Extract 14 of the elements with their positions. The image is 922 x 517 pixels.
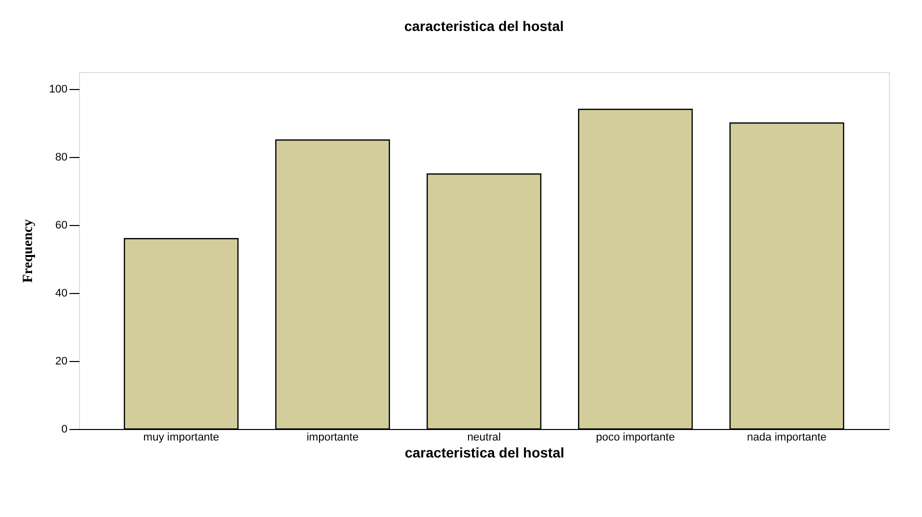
y-axis-title: Frequency [21,219,36,283]
y-tick-label: 40 [55,288,68,300]
y-tick-label: 80 [55,152,68,164]
x-tick-label: neutral [467,432,501,444]
x-axis-title: caracteristica del hostal [404,444,564,460]
y-tick-label: 100 [49,84,68,96]
x-tick-label: importante [306,432,359,444]
y-tick-label: 0 [61,424,68,436]
x-tick-label: nada importante [747,432,827,444]
y-tick-label: 60 [55,220,68,232]
x-tick-label: poco importante [596,432,675,444]
chart-title: caracteristica del hostal [404,18,564,34]
x-tick-label: muy importante [143,432,220,444]
y-tick-label: 20 [55,356,68,368]
